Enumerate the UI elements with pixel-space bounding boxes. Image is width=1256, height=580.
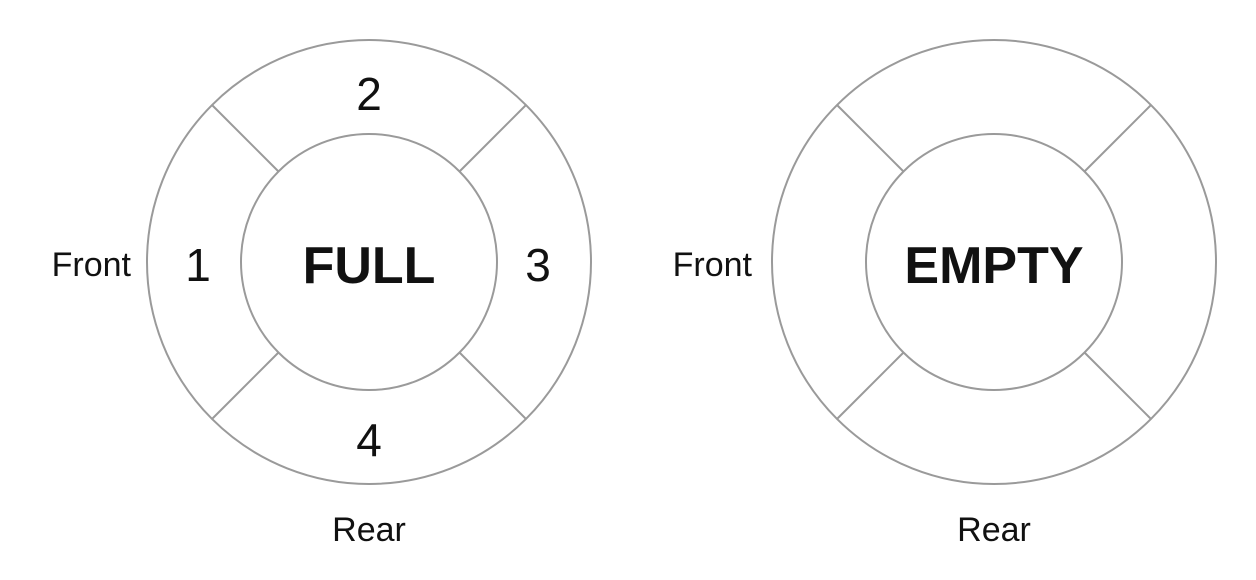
divider-top-right [1084, 104, 1152, 172]
divider-top-left [211, 104, 279, 172]
front-label: Front [52, 246, 132, 284]
slot-left: 1 [185, 239, 211, 291]
outer-ring [146, 39, 592, 485]
slot-top: 2 [356, 68, 382, 120]
queue-full: 1 2 3 4 FULL Front Rear [52, 39, 592, 549]
slot-bottom: 4 [356, 414, 382, 466]
divider-top-right [459, 104, 527, 172]
front-label: Front [673, 246, 753, 284]
divider-top-left [836, 104, 904, 172]
divider-bottom-right [459, 352, 527, 420]
outer-ring [771, 39, 1217, 485]
divider-bottom-right [1084, 352, 1152, 420]
queue-empty: EMPTY Front Rear [673, 39, 1217, 549]
divider-bottom-left [836, 352, 904, 420]
inner-ring [865, 133, 1123, 391]
slot-right: 3 [525, 239, 551, 291]
inner-ring [240, 133, 498, 391]
divider-bottom-left [211, 352, 279, 420]
rear-label: Rear [957, 511, 1031, 549]
state-label: FULL [303, 237, 436, 295]
rear-label: Rear [332, 511, 406, 549]
state-label: EMPTY [904, 237, 1083, 295]
